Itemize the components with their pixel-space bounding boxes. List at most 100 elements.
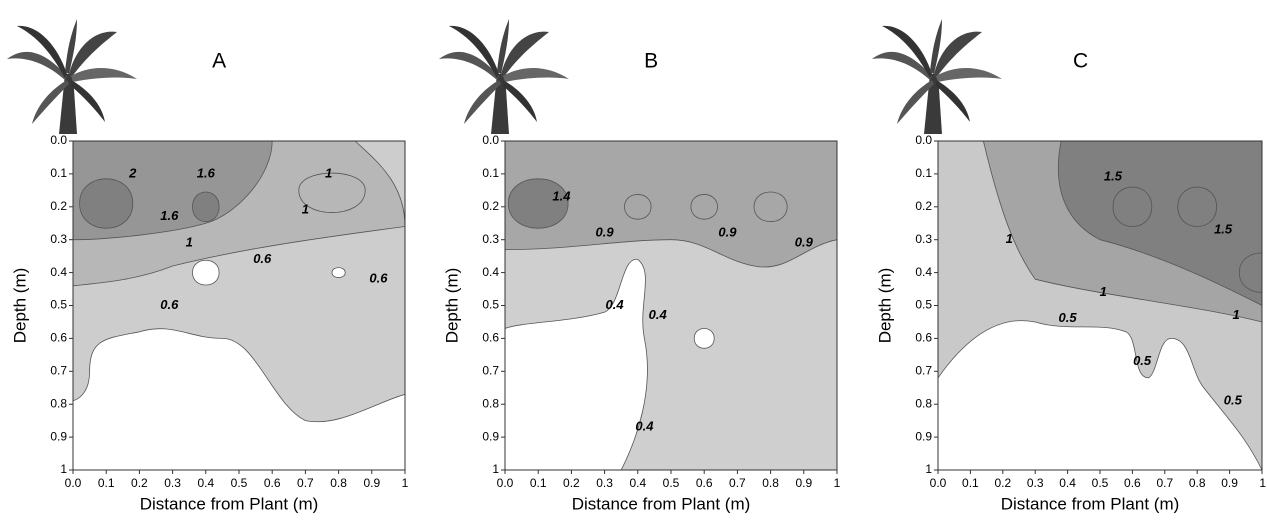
x-tick-label: 0.3	[1027, 476, 1044, 490]
y-tick-label: 0.4	[482, 265, 499, 279]
panel: B0.00.10.20.30.40.50.60.70.80.910.0 0.1 0.…	[439, 19, 841, 513]
y-tick-label: 0.9	[50, 429, 67, 443]
y-tick-label: 0.0	[915, 133, 932, 147]
y-tick-label: 0.8	[915, 396, 932, 410]
panel: C0.00.10.20.30.40.50.60.70.80.910.0 0.1 0.…	[872, 19, 1266, 513]
contour-label: 0.9	[795, 234, 814, 249]
y-tick-label: 0.2	[50, 199, 67, 213]
x-tick-label: 0.0	[65, 476, 82, 490]
x-tick-label: 0.4	[197, 476, 214, 490]
contour-label: 1.5	[1104, 169, 1123, 184]
x-tick-label: 1	[834, 476, 841, 490]
x-tick-label: 0.7	[297, 476, 314, 490]
y-tick-label: 1	[492, 462, 499, 476]
x-tick-label: 0.7	[729, 476, 746, 490]
contour-region	[1112, 186, 1153, 227]
contour-fills	[505, 141, 837, 470]
y-tick-label: 0.3	[50, 232, 67, 246]
contour-label: 1	[1100, 284, 1107, 299]
contour-label: 0.5	[1133, 353, 1152, 368]
x-tick-label: 0.9	[363, 476, 380, 490]
x-tick-label: 0.6	[1124, 476, 1141, 490]
x-tick-label: 0.9	[1221, 476, 1238, 490]
contour-region	[690, 194, 718, 220]
x-tick-label: 0.8	[330, 476, 347, 490]
y-tick-label: 0.4	[50, 265, 67, 279]
contour-region	[1238, 252, 1262, 293]
plant-icon	[872, 19, 1002, 134]
y-axis-label: Depth (m)	[875, 268, 894, 344]
contour-region	[624, 194, 652, 220]
contour-label: 1.5	[1214, 221, 1233, 236]
plant-icon	[439, 19, 569, 134]
y-tick-label: 0.7	[915, 363, 932, 377]
y-tick-label: 0.3	[482, 232, 499, 246]
y-axis-label: Depth (m)	[10, 268, 29, 344]
x-tick-label: 0.4	[629, 476, 646, 490]
y-tick-label: 0.5	[50, 298, 67, 312]
contour-label: 0.9	[596, 225, 615, 240]
contour-region	[192, 259, 220, 286]
contour-region	[1057, 141, 1262, 306]
y-tick-label: 0.6	[50, 331, 67, 345]
x-tick-label: 0.1	[98, 476, 115, 490]
y-tick-label: 0.4	[915, 265, 932, 279]
contour-region	[753, 191, 788, 222]
panel-title: B	[644, 50, 658, 73]
contour-region	[693, 328, 715, 349]
contour-label: 1	[1232, 307, 1239, 322]
contour-label: 0.6	[160, 297, 179, 312]
x-tick-label: 0.2	[131, 476, 148, 490]
y-tick-label: 0.9	[915, 429, 932, 443]
panel: A0.00.10.20.30.40.50.60.70.80.910.0 0.1 0.…	[7, 19, 409, 513]
contour-label: 0.9	[718, 225, 737, 240]
contour-region	[79, 178, 134, 229]
contour-label: 0.4	[606, 297, 625, 312]
y-tick-label: 0.8	[482, 396, 499, 410]
contour-label: 0.6	[369, 271, 388, 286]
contour-label: 0.6	[253, 251, 272, 266]
x-tick-label: 0.1	[530, 476, 547, 490]
y-tick-label: 0.7	[482, 363, 499, 377]
x-axis-label: Distance from Plant (m)	[140, 494, 319, 513]
contour-label: 0.4	[649, 307, 668, 322]
y-tick-label: 0.5	[915, 298, 932, 312]
contour-region	[192, 191, 220, 222]
x-tick-label: 0.6	[264, 476, 281, 490]
panel-title: A	[212, 50, 226, 73]
contour-region	[507, 178, 569, 229]
contour-label: 1	[302, 202, 309, 217]
x-tick-label: 0.1	[962, 476, 979, 490]
y-tick-label: 0.6	[482, 331, 499, 345]
contour-label: 2	[128, 165, 137, 180]
y-tick-label: 0.8	[50, 396, 67, 410]
x-tick-label: 0.6	[696, 476, 713, 490]
x-tick-label: 0.5	[663, 476, 680, 490]
contour-label: 1.4	[552, 188, 571, 203]
x-tick-label: 0.2	[563, 476, 580, 490]
x-tick-label: 0.7	[1156, 476, 1173, 490]
y-tick-label: 1	[60, 462, 67, 476]
contour-label: 1.6	[197, 165, 216, 180]
x-tick-label: 1	[1259, 476, 1266, 490]
y-tick-label: 0.2	[915, 199, 932, 213]
x-tick-label: 0.0	[930, 476, 947, 490]
contour-label: 1	[1006, 231, 1013, 246]
y-tick-label: 0.0	[482, 133, 499, 147]
y-tick-label: 0.9	[482, 429, 499, 443]
panel-title: C	[1073, 50, 1088, 73]
x-tick-label: 0.3	[164, 476, 181, 490]
y-tick-label: 0.0	[50, 133, 67, 147]
x-axis-label: Distance from Plant (m)	[572, 494, 751, 513]
contour-label: 1	[325, 165, 332, 180]
y-axis-label: Depth (m)	[442, 268, 461, 344]
y-tick-label: 0.1	[915, 166, 932, 180]
x-tick-label: 0.8	[762, 476, 779, 490]
contour-label: 0.5	[1224, 392, 1243, 407]
y-tick-label: 1	[925, 462, 932, 476]
y-tick-label: 0.5	[482, 298, 499, 312]
x-tick-label: 0.4	[1059, 476, 1076, 490]
x-tick-label: 0.9	[795, 476, 812, 490]
x-tick-label: 0.5	[1092, 476, 1109, 490]
